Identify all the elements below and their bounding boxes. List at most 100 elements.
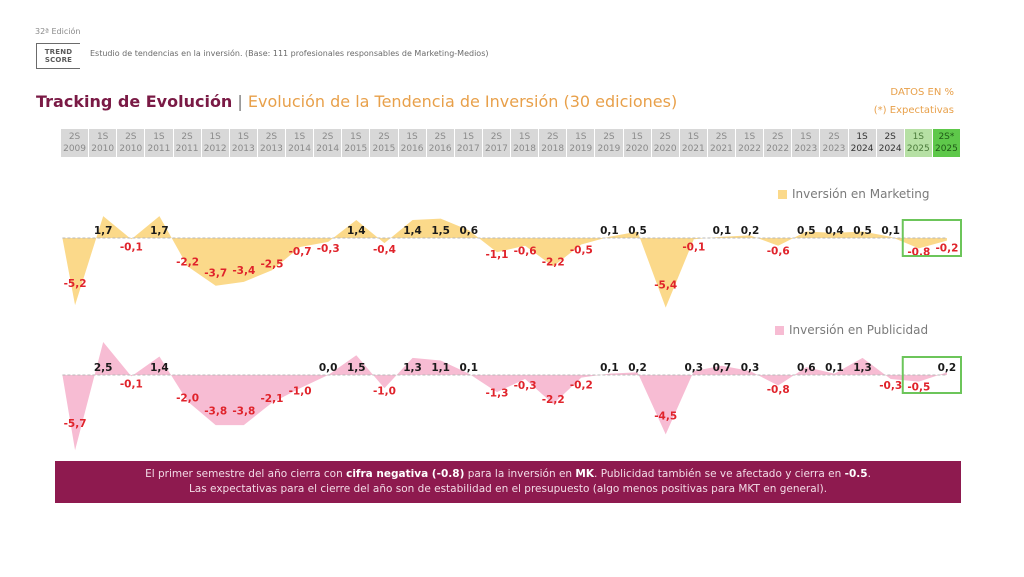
data-label-publicidad: -0,2: [570, 379, 593, 391]
period-year: 2021: [681, 144, 705, 154]
summary-bold: -0.5: [844, 468, 868, 480]
highlight-box-publicidad: [901, 356, 962, 394]
data-label-publicidad: -0,8: [767, 384, 790, 396]
period-year: 2010: [91, 144, 115, 154]
summary-bold: MK: [575, 468, 595, 480]
highlight-box-marketing: [901, 219, 962, 257]
data-label-marketing: 0,1: [881, 225, 900, 237]
period-cell: 1S 2011: [145, 129, 173, 157]
data-label-publicidad: -1,3: [485, 387, 508, 399]
period-semester: 2S: [546, 132, 559, 142]
period-semester: 2S: [603, 132, 615, 142]
period-year: 2018: [541, 144, 565, 154]
data-label-publicidad: -2,2: [542, 394, 565, 406]
data-label-publicidad: 0,3: [685, 362, 704, 374]
data-label-publicidad: 0,2: [628, 362, 647, 374]
period-semester: 1S: [350, 132, 362, 142]
period-semester: 2S: [771, 132, 784, 142]
summary-text: para la inversión en: [464, 468, 576, 480]
period-year: 2022: [738, 144, 762, 154]
period-year: 2018: [513, 144, 537, 154]
period-semester: 2S: [265, 132, 278, 142]
data-label-marketing: -0,6: [514, 245, 537, 257]
period-cell: 2S 2009: [61, 129, 89, 157]
period-semester: 2S: [321, 132, 334, 142]
period-year: 2023: [794, 144, 818, 154]
period-year: 2025: [934, 144, 958, 154]
period-semester: 1S: [575, 132, 587, 142]
period-semester: 1S: [462, 132, 475, 142]
period-year: 2015: [344, 144, 368, 154]
period-semester: 1S: [293, 132, 306, 142]
data-label-marketing: 1,4: [403, 225, 422, 237]
period-year: 2020: [625, 144, 649, 154]
data-label-publicidad: -1,0: [373, 385, 396, 397]
summary-line-1: El primer semestre del año cierra con ci…: [55, 467, 961, 482]
period-semester: 2S: [659, 132, 671, 142]
period-semester: 1S: [856, 132, 868, 142]
data-label-marketing: -0,3: [317, 243, 340, 255]
period-year: 2019: [597, 144, 621, 154]
period-header-row: 2S 2009 1S 2010 2S 2010 1S 2011 2S 2011 1S 2012 1S 20…: [61, 129, 961, 157]
period-cell: 1S 2017: [454, 129, 482, 157]
period-semester: 1S: [743, 132, 756, 142]
data-label-publicidad: 0,7: [713, 362, 732, 374]
period-year: 2022: [766, 144, 790, 154]
area-marketing: [62, 216, 947, 308]
data-label-marketing: 0,1: [600, 225, 619, 237]
data-label-publicidad: -3,8: [204, 406, 227, 418]
data-label-marketing: -3,7: [204, 267, 227, 279]
data-label-marketing: 0,1: [713, 225, 732, 237]
data-label-publicidad: 0,1: [460, 362, 479, 374]
period-year: 2015: [372, 144, 396, 154]
period-cell: 2S 2011: [173, 129, 201, 157]
period-cell: 1S 2015: [342, 129, 370, 157]
data-label-publicidad: 0,0: [319, 362, 338, 374]
period-semester: 2S: [434, 132, 446, 142]
period-semester: 1S: [518, 132, 531, 142]
data-label-marketing: 1,5: [431, 225, 450, 237]
data-label-publicidad: -0,3: [879, 380, 902, 392]
data-label-marketing: -0,6: [767, 245, 790, 257]
data-label-publicidad: -0,3: [514, 380, 537, 392]
period-cell: 1S 2021: [679, 129, 707, 157]
area-publicidad: [62, 342, 947, 451]
data-label-publicidad: 1,3: [403, 362, 422, 374]
period-semester: 2S: [181, 132, 193, 142]
period-semester: 1S: [209, 132, 221, 142]
period-cell: 1S 2019: [567, 129, 595, 157]
period-cell: 1S 2014: [286, 129, 314, 157]
period-cell: 2S 2024: [876, 129, 904, 157]
data-label-marketing: -0,1: [682, 242, 705, 254]
expectativas-note: (*) Expectativas: [873, 105, 954, 116]
logo-line-1: TREND: [44, 48, 73, 56]
period-cell: 1S 2010: [89, 129, 117, 157]
period-year: 2011: [147, 144, 171, 154]
period-cell: 1S 2013: [229, 129, 257, 157]
period-year: 2024: [850, 144, 874, 154]
legend-marketing: Inversión en Marketing: [778, 187, 930, 201]
period-cell: 2S 2018: [539, 129, 567, 157]
data-label-publicidad: 1,5: [347, 362, 366, 374]
period-cell: 1S 2018: [511, 129, 539, 157]
title-separator: |: [232, 92, 248, 111]
period-cell: 2S 2019: [595, 129, 623, 157]
period-year: 2011: [175, 144, 199, 154]
legend-label-marketing: Inversión en Marketing: [792, 187, 930, 201]
data-label-marketing: -0,1: [120, 242, 143, 254]
period-cell: 1S 2023: [792, 129, 820, 157]
data-label-marketing: -0,5: [570, 245, 593, 257]
period-cell: 1S 2016: [398, 129, 426, 157]
data-label-marketing: -1,1: [485, 249, 508, 261]
period-cell: 2S 2013: [257, 129, 285, 157]
legend-publicidad: Inversión en Publicidad: [775, 323, 928, 337]
data-label-publicidad: -1,0: [289, 385, 312, 397]
period-year: 2013: [259, 144, 283, 154]
page-title: Tracking de Evolución | Evolución de la …: [36, 92, 677, 111]
legend-label-publicidad: Inversión en Publicidad: [789, 323, 929, 337]
period-cell: 2S 2015: [370, 129, 398, 157]
legend-swatch-publicidad: [775, 325, 784, 335]
data-label-marketing: 1,7: [150, 225, 169, 237]
period-semester: 2S: [125, 132, 137, 142]
title-main: Tracking de Evolución: [36, 92, 233, 111]
